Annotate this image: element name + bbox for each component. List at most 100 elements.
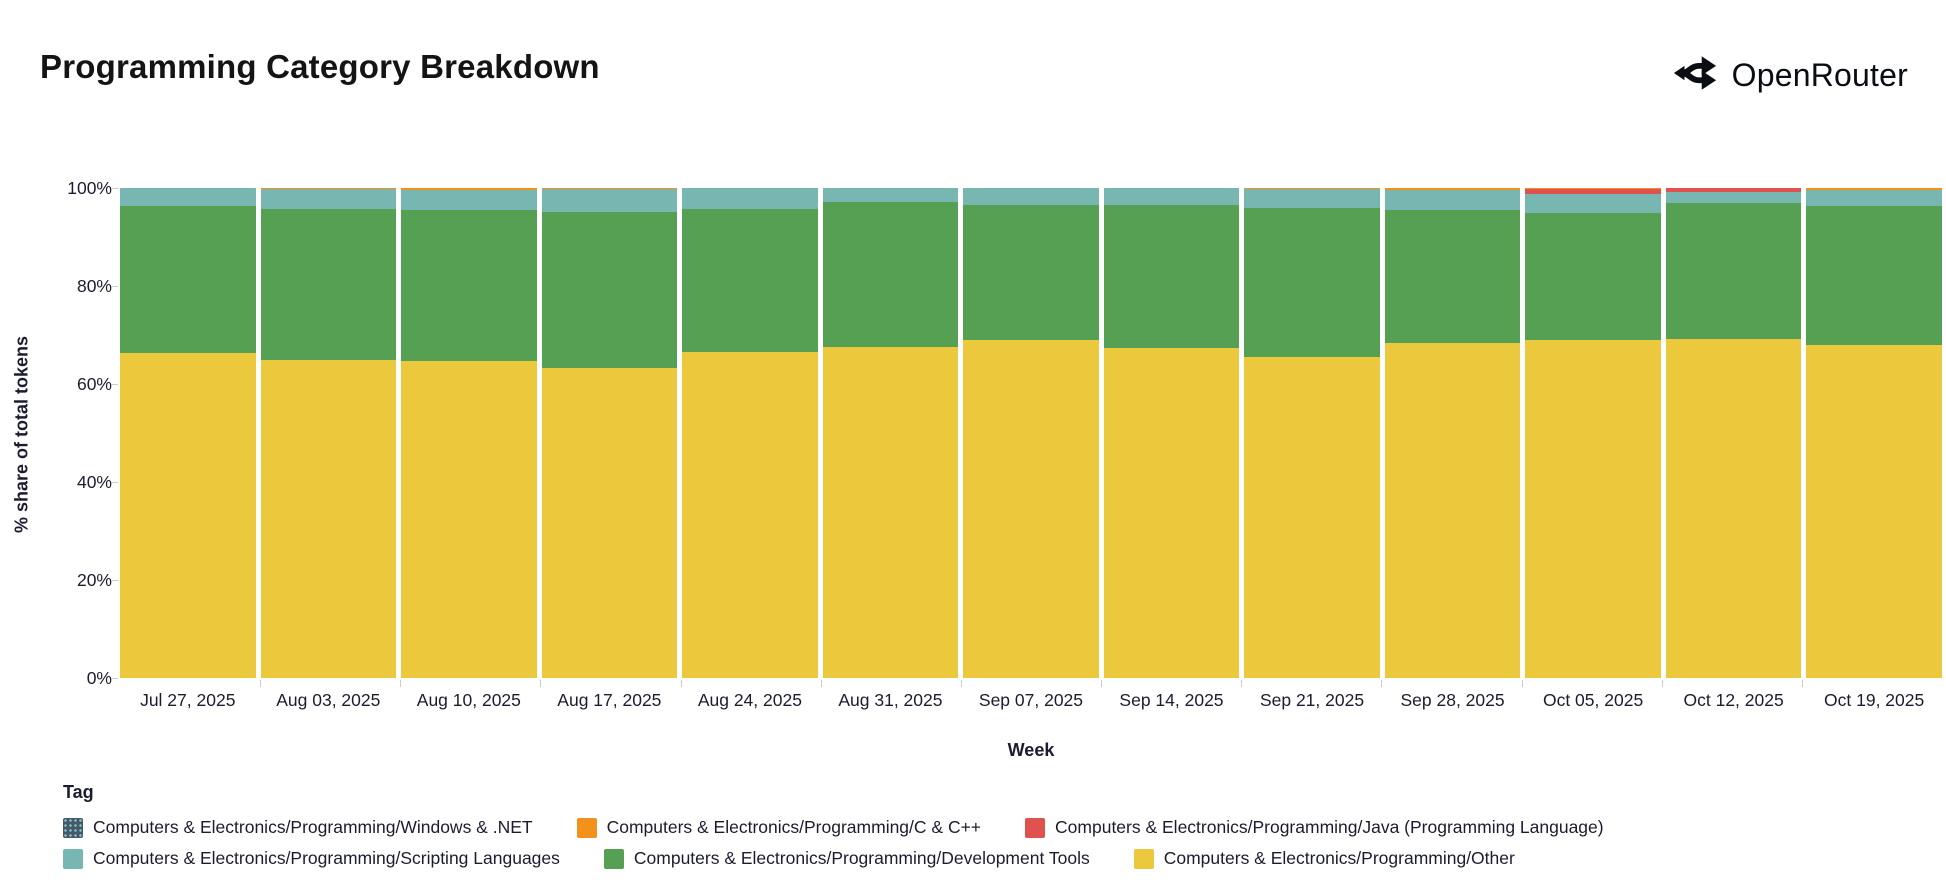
bar-segment[interactable] bbox=[822, 202, 959, 347]
bar-segment[interactable] bbox=[401, 361, 537, 678]
bar-segment[interactable] bbox=[541, 188, 678, 190]
bar-segment[interactable] bbox=[1244, 208, 1380, 357]
bar-segment[interactable] bbox=[260, 208, 397, 360]
bar-segment[interactable] bbox=[401, 209, 537, 362]
bar-segment[interactable] bbox=[1103, 348, 1240, 678]
bar-segment[interactable] bbox=[260, 188, 397, 190]
legend-label: Computers & Electronics/Programming/Java… bbox=[1055, 817, 1604, 837]
x-tick-mark bbox=[820, 680, 822, 687]
y-tick-mark bbox=[111, 384, 118, 385]
bar-column[interactable] bbox=[1525, 188, 1661, 678]
bar-segment[interactable] bbox=[1244, 189, 1380, 209]
bar-segment[interactable] bbox=[822, 346, 959, 678]
legend-item: Computers & Electronics/Programming/Java… bbox=[1025, 817, 1604, 838]
bar-segment[interactable] bbox=[1384, 188, 1521, 190]
bar-segment[interactable] bbox=[541, 211, 678, 369]
y-tick-mark bbox=[111, 580, 118, 581]
bar-segment[interactable] bbox=[1665, 203, 1802, 340]
legend-title: Tag bbox=[63, 782, 94, 802]
bar-segment[interactable] bbox=[1384, 189, 1521, 210]
bar-segment[interactable] bbox=[1244, 188, 1380, 190]
x-tick-label: Jul 27, 2025 bbox=[140, 690, 236, 710]
bar-column[interactable] bbox=[120, 188, 256, 678]
bar-segment[interactable] bbox=[1244, 356, 1380, 678]
bar-segment[interactable] bbox=[120, 206, 256, 354]
bar-segment[interactable] bbox=[1806, 206, 1942, 345]
legend-label: Computers & Electronics/Programming/Wind… bbox=[93, 817, 533, 837]
bar-segment[interactable] bbox=[541, 189, 678, 212]
bar-segment[interactable] bbox=[1525, 213, 1661, 340]
bar-segment[interactable] bbox=[120, 188, 256, 207]
legend-swatch bbox=[603, 848, 624, 869]
legend-swatch bbox=[63, 817, 83, 838]
x-tick-label: Aug 24, 2025 bbox=[697, 690, 802, 710]
bar-segment[interactable] bbox=[1806, 344, 1942, 678]
bar-segment[interactable] bbox=[963, 188, 1099, 206]
bar-column[interactable] bbox=[1384, 188, 1521, 678]
legend-label: Computers & Electronics/Programming/Othe… bbox=[1163, 848, 1515, 868]
x-tick-mark bbox=[400, 680, 402, 687]
x-tick-label: Aug 10, 2025 bbox=[416, 690, 521, 710]
bar-segment[interactable] bbox=[1103, 204, 1240, 349]
x-tick-mark bbox=[1381, 680, 1383, 687]
x-tick-mark bbox=[260, 680, 262, 687]
x-tick-label: Sep 21, 2025 bbox=[1259, 690, 1365, 710]
bar-segment[interactable] bbox=[682, 351, 818, 678]
bar-segment[interactable] bbox=[401, 188, 537, 190]
bar-segment[interactable] bbox=[1665, 191, 1802, 204]
bar-column[interactable] bbox=[260, 188, 397, 678]
bar-segment[interactable] bbox=[963, 205, 1099, 340]
bar-segment[interactable] bbox=[682, 208, 818, 352]
bar-segment[interactable] bbox=[1525, 188, 1661, 189]
bar-segment[interactable] bbox=[822, 188, 959, 203]
bar-column[interactable] bbox=[401, 188, 537, 678]
brand-link[interactable]: OpenRouter bbox=[1672, 50, 1908, 101]
bar-segment[interactable] bbox=[1384, 209, 1521, 343]
bar-column[interactable] bbox=[822, 188, 959, 678]
bar-segment[interactable] bbox=[1665, 188, 1802, 192]
bar-segment[interactable] bbox=[1103, 188, 1240, 205]
bar-segment[interactable] bbox=[1806, 188, 1942, 190]
y-tick-mark bbox=[111, 188, 118, 189]
y-tick-label: 100% bbox=[67, 178, 112, 198]
bar-segment[interactable] bbox=[1806, 189, 1942, 207]
legend-swatch bbox=[1025, 817, 1046, 838]
bar-column[interactable] bbox=[1244, 188, 1380, 678]
bar-segment[interactable] bbox=[1384, 342, 1521, 678]
y-tick-mark bbox=[111, 286, 118, 287]
bar-segment[interactable] bbox=[963, 339, 1099, 678]
bar-column[interactable] bbox=[963, 188, 1099, 678]
bar-segment[interactable] bbox=[1525, 189, 1661, 194]
bar-column[interactable] bbox=[1103, 188, 1240, 678]
bar-segment[interactable] bbox=[1665, 339, 1802, 678]
x-tick-label: Sep 07, 2025 bbox=[978, 690, 1084, 710]
legend-swatch bbox=[63, 848, 83, 869]
bar-segment[interactable] bbox=[260, 360, 397, 678]
bar-segment[interactable] bbox=[401, 189, 537, 210]
legend-label: Computers & Electronics/Programming/Deve… bbox=[633, 848, 1090, 868]
bar-segment[interactable] bbox=[260, 189, 397, 209]
x-tick-mark bbox=[1521, 680, 1523, 687]
bar-segment[interactable] bbox=[682, 188, 818, 209]
bar-segment[interactable] bbox=[1525, 193, 1661, 213]
bar-segment[interactable] bbox=[120, 353, 256, 678]
bar-column[interactable] bbox=[1806, 188, 1942, 678]
y-tick-label: 60% bbox=[76, 374, 112, 394]
x-tick-label: Oct 12, 2025 bbox=[1683, 690, 1784, 710]
bar-column[interactable] bbox=[682, 188, 818, 678]
openrouter-logo-icon bbox=[1672, 50, 1718, 101]
x-tick-mark bbox=[680, 680, 682, 687]
x-tick-label: Oct 05, 2025 bbox=[1542, 690, 1644, 710]
bar-segment[interactable] bbox=[541, 368, 678, 678]
bar-segment[interactable] bbox=[1525, 339, 1661, 678]
x-tick-label: Aug 31, 2025 bbox=[838, 690, 943, 710]
legend-item: Computers & Electronics/Programming/Wind… bbox=[63, 817, 533, 838]
y-tick-label: 0% bbox=[86, 668, 112, 688]
x-tick-label: Sep 28, 2025 bbox=[1400, 690, 1505, 710]
x-tick-label: Aug 03, 2025 bbox=[276, 690, 381, 710]
y-tick-mark bbox=[111, 482, 118, 483]
bar-column[interactable] bbox=[541, 188, 678, 678]
bar-column[interactable] bbox=[1665, 188, 1802, 678]
x-tick-mark bbox=[1241, 680, 1243, 687]
